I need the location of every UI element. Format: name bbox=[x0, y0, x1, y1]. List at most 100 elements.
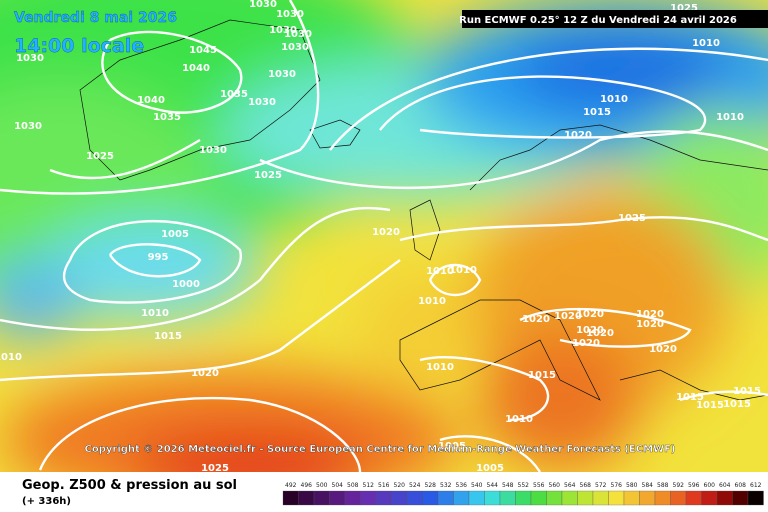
isobar-label: 1010 bbox=[141, 308, 169, 319]
colorbar-label: 580 bbox=[626, 482, 638, 489]
colorbar-label: 516 bbox=[378, 482, 390, 489]
isobar-label: 1020 bbox=[522, 314, 550, 325]
colorbar-label: 532 bbox=[440, 482, 452, 489]
isobar-label: 1015 bbox=[676, 392, 704, 403]
isobar-label: 1035 bbox=[153, 112, 181, 123]
colorbar-label: 512 bbox=[363, 482, 375, 489]
colorbar-label: 492 bbox=[285, 482, 297, 489]
footer-title: Geop. Z500 & pression au sol bbox=[22, 478, 237, 493]
colorbar-swatch bbox=[685, 490, 702, 506]
isobar-label: 1030 bbox=[249, 0, 277, 10]
isobar-label: 1010 bbox=[0, 352, 22, 363]
colorbar-label: 528 bbox=[425, 482, 437, 489]
isobar-label: 1010 bbox=[716, 112, 744, 123]
colorbar-swatch bbox=[468, 490, 485, 506]
isobar-label: 1020 bbox=[572, 338, 600, 349]
colorbar-label: 600 bbox=[704, 482, 716, 489]
colorbar-swatch bbox=[546, 490, 563, 506]
isobar-label: 1030 bbox=[284, 29, 312, 40]
isobar-label: 1010 bbox=[426, 266, 454, 277]
colorbar-label: 576 bbox=[611, 482, 623, 489]
colorbar-swatch bbox=[360, 490, 377, 506]
colorbar-swatch bbox=[282, 490, 299, 506]
colorbar-swatch bbox=[515, 490, 532, 506]
date: Vendredi 8 mai 2026 bbox=[14, 10, 177, 26]
isobar-label: 1020 bbox=[576, 309, 604, 320]
isobar-label: 1020 bbox=[554, 311, 582, 322]
colorbar-swatch bbox=[639, 490, 656, 506]
footer-lead: (+ 336h) bbox=[22, 496, 71, 507]
colorbar-swatch bbox=[329, 490, 346, 506]
colorbar-swatch bbox=[313, 490, 330, 506]
isobar-label: 1030 bbox=[199, 145, 227, 156]
isobar-label: 1030 bbox=[14, 121, 42, 132]
colorbar-label: 548 bbox=[502, 482, 514, 489]
colorbar-swatch bbox=[298, 490, 315, 506]
isobar-label: 1005 bbox=[161, 229, 189, 240]
colorbar-swatch bbox=[623, 490, 640, 506]
colorbar-swatch bbox=[437, 490, 454, 506]
colorbar-swatch bbox=[716, 490, 733, 506]
colorbar-label: 568 bbox=[580, 482, 592, 489]
run-info: Run ECMWF 0.25° 12 Z du Vendredi 24 avri… bbox=[459, 15, 737, 26]
colorbar-label: 508 bbox=[347, 482, 359, 489]
colorbar-swatch bbox=[701, 490, 718, 506]
isobar-labels: 1030103010301030103010451030104010301040… bbox=[0, 0, 761, 474]
isobar-label: 1025 bbox=[670, 3, 698, 14]
colorbar-label: 560 bbox=[549, 482, 561, 489]
isobar-label: 1010 bbox=[505, 414, 533, 425]
isobar-label: 1020 bbox=[372, 227, 400, 238]
colorbar-label: 572 bbox=[595, 482, 607, 489]
colorbar-swatch bbox=[561, 490, 578, 506]
colorbar-swatch bbox=[592, 490, 609, 506]
colorbar-label: 552 bbox=[518, 482, 530, 489]
isobar-label: 1010 bbox=[692, 38, 720, 49]
isobar-label: 1010 bbox=[418, 296, 446, 307]
colorbar-swatch bbox=[732, 490, 749, 506]
colorbar-swatch bbox=[654, 490, 671, 506]
run-box bbox=[462, 10, 768, 28]
colorbar-label: 556 bbox=[533, 482, 545, 489]
isobar-label: 1020 bbox=[636, 319, 664, 330]
isobar-label: 1040 bbox=[182, 63, 210, 74]
colorbar: 492 496 500 504 508 512 516 520 524 528 532 536 540 5… bbox=[282, 482, 764, 506]
isobar-label: 1040 bbox=[137, 95, 165, 106]
colorbar-label: 588 bbox=[657, 482, 669, 489]
isobar-label: 1015 bbox=[528, 370, 556, 381]
isobar-label: 1020 bbox=[564, 130, 592, 141]
isobar-label: 1030 bbox=[281, 42, 309, 53]
isobar-label: 1020 bbox=[586, 328, 614, 339]
isobar-label: 1000 bbox=[172, 279, 200, 290]
copyright: Copyright © 2026 Meteociel.fr - Source E… bbox=[85, 444, 676, 455]
colorbar-swatch bbox=[530, 490, 547, 506]
colorbar-swatch bbox=[422, 490, 439, 506]
colorbar-label: 612 bbox=[750, 482, 762, 489]
isobar-label: 1015 bbox=[154, 331, 182, 342]
colorbar-label: 504 bbox=[332, 482, 344, 489]
isobar-label: 1010 bbox=[449, 265, 477, 276]
isobar-label: 1020 bbox=[576, 325, 604, 336]
colorbar-swatch bbox=[670, 490, 687, 506]
isobar-label: 1025 bbox=[201, 463, 229, 474]
colorbar-label: 500 bbox=[316, 482, 328, 489]
colorbar-label: 596 bbox=[688, 482, 700, 489]
colorbar-swatch bbox=[344, 490, 361, 506]
isobar-label: 1005 bbox=[476, 463, 504, 474]
isobar-label: 1015 bbox=[723, 399, 751, 410]
time: 14:00 locale bbox=[14, 35, 144, 57]
colorbar-label: 524 bbox=[409, 482, 421, 489]
isobar-label: 1030 bbox=[269, 25, 297, 36]
colorbar-label: 584 bbox=[642, 482, 654, 489]
isobar-label: 1025 bbox=[618, 213, 646, 224]
isobar-label: 1025 bbox=[254, 170, 282, 181]
colorbar-label: 592 bbox=[673, 482, 685, 489]
isobar-label: 1020 bbox=[649, 344, 677, 355]
isobar-label: 1025 bbox=[86, 151, 114, 162]
isobar-label: 1020 bbox=[191, 368, 219, 379]
colorbar-label: 540 bbox=[471, 482, 483, 489]
isobar-label: 1015 bbox=[583, 107, 611, 118]
isobar-label: 995 bbox=[148, 252, 169, 263]
colorbar-label: 564 bbox=[564, 482, 576, 489]
